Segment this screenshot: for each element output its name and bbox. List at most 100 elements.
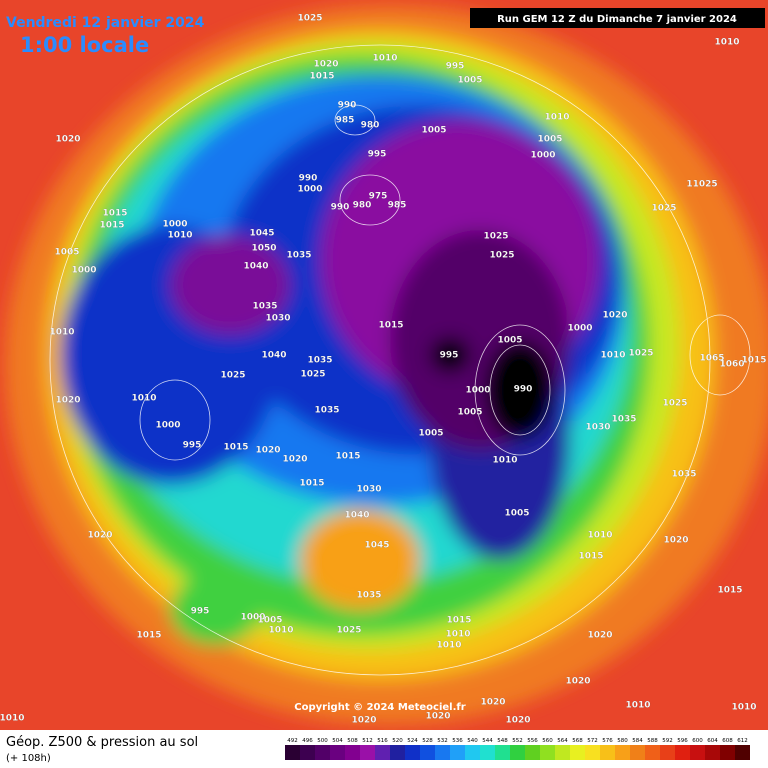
isobar-label: 995 [191, 607, 210, 617]
isobar-label: 1000 [530, 151, 555, 161]
legend-label: 604 [707, 738, 718, 744]
legend-label: 516 [377, 738, 388, 744]
isobar-label: 11025 [686, 180, 717, 190]
isobar-label: 1010 [714, 38, 739, 48]
legend-label: 596 [677, 738, 688, 744]
legend-swatch [600, 745, 615, 760]
isobar-label: 990 [338, 101, 357, 111]
isobar-label: 1020 [565, 677, 590, 687]
isobar-label: 1005 [457, 408, 482, 418]
legend-swatch [720, 745, 735, 760]
legend-swatch [300, 745, 315, 760]
isobar-label: 990 [299, 174, 318, 184]
isobar-label: 1005 [54, 248, 79, 258]
legend-swatch [660, 745, 675, 760]
forecast-date: Vendredi 12 janvier 2024 [6, 15, 205, 31]
isobar-label: 1010 [544, 113, 569, 123]
legend-swatch [675, 745, 690, 760]
isobar-label: 1010 [445, 630, 470, 640]
isobar-label: 1010 [492, 456, 517, 466]
isobar-label: 1000 [567, 324, 592, 334]
isobar-label: 1025 [300, 370, 325, 380]
legend-swatch [435, 745, 450, 760]
isobar-label: 1045 [364, 541, 389, 551]
isobar-label: 980 [361, 121, 380, 131]
isobar-label: 990 [331, 203, 350, 213]
isobar-label: 1025 [483, 232, 508, 242]
footer-lead: (+ 108h) [6, 753, 51, 764]
isobar-label: 1040 [344, 511, 369, 521]
isobar-label: 995 [183, 441, 202, 451]
isobar-label: 1050 [251, 244, 276, 254]
legend-swatch [390, 745, 405, 760]
isobar-label: 1010 [625, 701, 650, 711]
legend-label: 556 [527, 738, 538, 744]
isobar-label: 1005 [418, 429, 443, 439]
isobar-label: 1020 [87, 531, 112, 541]
isobar-label: 1025 [489, 251, 514, 261]
color-legend: 492 496 500 504 508 512 516 520 524 528 532 536 540 5… [285, 738, 750, 760]
isobar-label: 1035 [252, 302, 277, 312]
isobar-label: 990 [514, 385, 533, 395]
isobar-label: 1005 [457, 76, 482, 86]
isobar-label: 1015 [99, 221, 124, 231]
isobar-label: 995 [446, 62, 465, 72]
legend-label: 572 [587, 738, 598, 744]
legend-swatch [510, 745, 525, 760]
legend-swatch [630, 745, 645, 760]
isobar-label: 1020 [480, 698, 505, 708]
isobar-label: 1010 [731, 703, 756, 713]
isobar-label: 1000 [240, 613, 265, 623]
isobar-label: 985 [388, 201, 407, 211]
run-info: Run GEM 12 Z du Dimanche 7 janvier 2024 [497, 14, 737, 25]
legend-swatch [585, 745, 600, 760]
isobar-label: 1015 [299, 479, 324, 489]
isobar-label: 1010 [131, 394, 156, 404]
isobar-label: 1010 [587, 531, 612, 541]
legend-label: 540 [467, 738, 478, 744]
legend-label: 608 [722, 738, 733, 744]
isobar-label: 1040 [261, 351, 286, 361]
legend-label: 592 [662, 738, 673, 744]
legend-label: 548 [497, 738, 508, 744]
isobar-label: 1020 [55, 135, 80, 145]
legend-swatch [555, 745, 570, 760]
legend-label: 576 [602, 738, 613, 744]
isobar-label: 1015 [378, 321, 403, 331]
isobar-label: 1005 [421, 126, 446, 136]
isobar-label: 1010 [436, 641, 461, 651]
isobar-label: 1015 [741, 356, 766, 366]
isobar-label: 995 [368, 150, 387, 160]
isobar-label: 1060 [719, 360, 744, 370]
isobar-label: 985 [336, 116, 355, 126]
legend-swatch [315, 745, 330, 760]
legend-swatch [405, 745, 420, 760]
legend-label: 512 [362, 738, 373, 744]
legend-swatch [345, 745, 360, 760]
isobar-label: 1035 [314, 406, 339, 416]
isobar-label: 1020 [425, 712, 450, 722]
isobar-label: 1005 [537, 135, 562, 145]
isobar-label: 1010 [167, 231, 192, 241]
isobar-label: 1000 [297, 185, 322, 195]
isobar-label: 1000 [162, 220, 187, 230]
isobar-label: 1025 [336, 626, 361, 636]
legend-label: 492 [287, 738, 298, 744]
isobar-label: 1035 [671, 470, 696, 480]
isobar-label: 1005 [257, 616, 282, 626]
isobar-label: 980 [353, 201, 372, 211]
isobar-labels: 1025 1010 1020 1015 995 1005 1010 1020 990 985 980… [0, 13, 767, 726]
isobar-label: 1000 [71, 266, 96, 276]
isobar-label: 1065 [699, 354, 724, 364]
legend-swatch [570, 745, 585, 760]
isobar-label: 1020 [282, 455, 307, 465]
legend-swatch [450, 745, 465, 760]
legend-label: 520 [392, 738, 403, 744]
isobar-label: 1025 [662, 399, 687, 409]
legend-swatch [615, 745, 630, 760]
isobar-label: 1020 [505, 716, 530, 726]
legend-label: 528 [422, 738, 433, 744]
legend-label: 532 [437, 738, 448, 744]
